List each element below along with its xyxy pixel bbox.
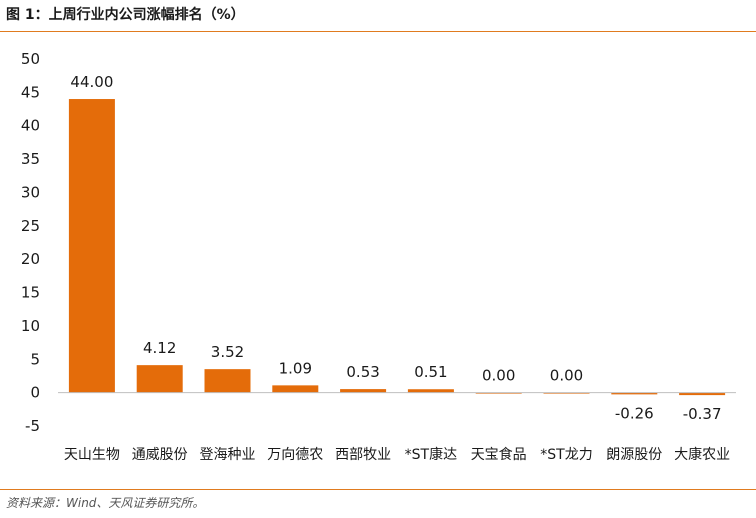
category-label: 天宝食品 <box>471 446 527 463</box>
y-tick-label: 45 <box>21 83 40 101</box>
data-label: 44.00 <box>70 73 113 91</box>
y-tick-label: 0 <box>30 384 40 402</box>
bar-chart: -5 0 5 10 15 20 25 30 35 40 45 50 44.00 4.12 3.52 1.09… <box>21 50 736 463</box>
category-label: *ST康达 <box>405 446 457 463</box>
category-label: 天山生物 <box>64 447 120 463</box>
bar <box>272 385 319 393</box>
y-tick-label: 5 <box>30 350 40 368</box>
bottom-divider <box>0 489 756 490</box>
y-tick-label: 50 <box>21 50 40 68</box>
category-label: 朗源股份 <box>606 447 662 463</box>
category-label: 登海种业 <box>200 447 256 463</box>
y-tick-label: -5 <box>25 417 40 435</box>
data-label: 4.12 <box>143 339 176 357</box>
category-label: 通威股份 <box>132 447 188 463</box>
bar <box>611 392 658 395</box>
category-label: 万向德农 <box>267 447 323 463</box>
data-label: 3.52 <box>211 343 244 361</box>
y-tick-label: 35 <box>21 150 40 168</box>
y-tick-label: 40 <box>21 117 40 135</box>
y-tick-label: 30 <box>21 183 40 201</box>
bar <box>340 389 387 393</box>
bar <box>679 392 726 396</box>
y-axis-ticks: -5 0 5 10 15 20 25 30 35 40 45 50 <box>21 50 40 435</box>
data-label: 1.09 <box>279 359 312 377</box>
data-label: 0.00 <box>550 367 583 385</box>
data-label: 0.51 <box>414 363 447 381</box>
bar <box>68 99 115 393</box>
bar <box>136 365 183 393</box>
bar <box>407 389 454 393</box>
category-labels-group: 天山生物 通威股份 登海种业 万向德农 西部牧业 *ST康达 天宝食品 *ST龙力 朗源股份 大康… <box>64 446 730 463</box>
bar <box>204 369 251 393</box>
y-tick-label: 20 <box>21 250 40 268</box>
data-label: -0.26 <box>615 404 654 422</box>
y-tick-label: 15 <box>21 284 40 302</box>
figure-title: 图 1：上周行业内公司涨幅排名（%） <box>6 7 245 23</box>
category-label: 西部牧业 <box>335 447 391 463</box>
data-labels-group: 44.00 4.12 3.52 1.09 0.53 0.51 0.00 0.00 -0.26 -0… <box>70 73 721 423</box>
source-note: 资料来源：Wind、天风证券研究所。 <box>6 496 205 510</box>
data-label: 0.00 <box>482 367 515 385</box>
category-label: 大康农业 <box>674 446 730 463</box>
y-tick-label: 25 <box>21 217 40 235</box>
top-divider <box>0 31 756 32</box>
category-label: *ST龙力 <box>540 447 592 463</box>
data-label: -0.37 <box>683 405 722 423</box>
y-tick-label: 10 <box>21 317 40 335</box>
data-label: 0.53 <box>346 363 379 381</box>
